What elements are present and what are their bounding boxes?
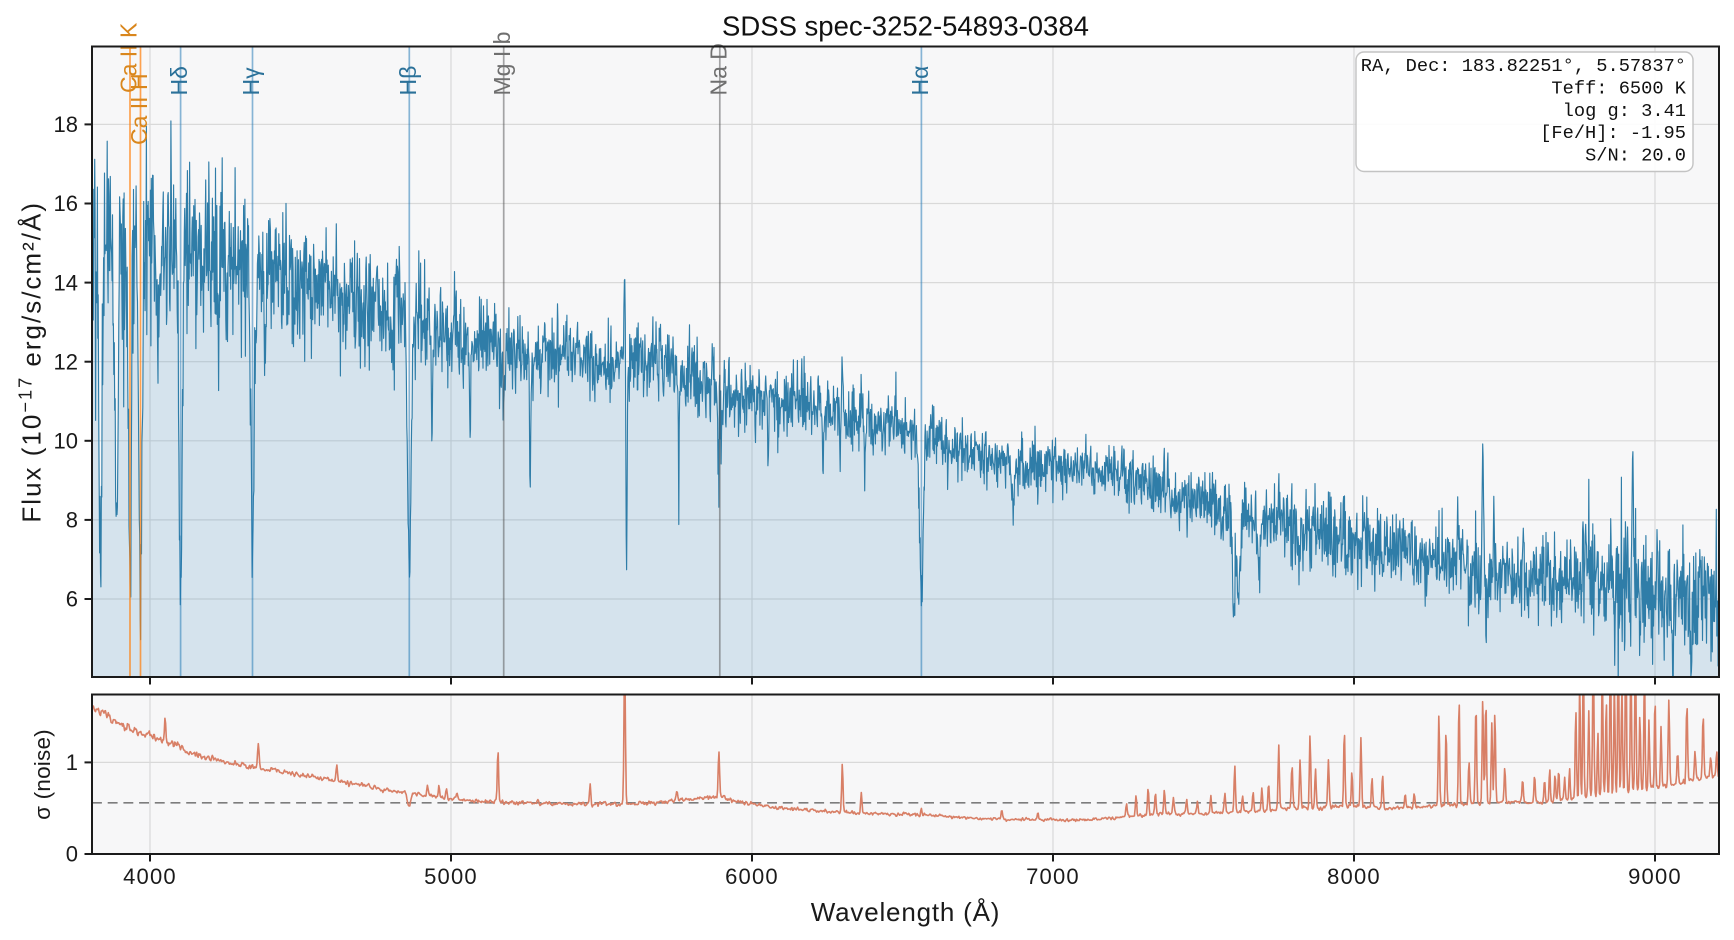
svg-text:1: 1 (66, 750, 78, 775)
svg-text:8000: 8000 (1327, 864, 1381, 889)
svg-text:Hδ: Hδ (166, 66, 192, 95)
svg-text:Na D: Na D (705, 43, 731, 95)
svg-text:RA, Dec: 183.82251°, 5.57837°: RA, Dec: 183.82251°, 5.57837° (1361, 55, 1686, 77)
svg-text:Ca II K: Ca II K (116, 22, 142, 93)
svg-text:Hα: Hα (907, 66, 933, 96)
svg-text:Mg I b: Mg I b (489, 32, 515, 96)
svg-text:14: 14 (54, 270, 78, 295)
svg-text:Ca II H: Ca II H (126, 73, 152, 145)
svg-text:12: 12 (54, 349, 78, 374)
svg-text:S/N: 20.0: S/N: 20.0 (1585, 145, 1686, 167)
svg-text:9000: 9000 (1628, 864, 1682, 889)
svg-text:Wavelength (Å): Wavelength (Å) (811, 897, 1000, 927)
svg-text:0: 0 (66, 842, 78, 867)
svg-text:7000: 7000 (1026, 864, 1080, 889)
svg-text:Hβ: Hβ (395, 66, 421, 96)
svg-text:Flux (10−17 erg/s/cm²/Å): Flux (10−17 erg/s/cm²/Å) (16, 201, 47, 523)
svg-text:6000: 6000 (725, 864, 779, 889)
svg-text:6: 6 (66, 587, 78, 612)
svg-text:4000: 4000 (123, 864, 177, 889)
svg-text:SDSS spec-3252-54893-0384: SDSS spec-3252-54893-0384 (722, 11, 1089, 42)
svg-text:5000: 5000 (424, 864, 478, 889)
svg-text:[Fe/H]: -1.95: [Fe/H]: -1.95 (1540, 122, 1686, 144)
svg-text:Teff: 6500 K: Teff: 6500 K (1551, 77, 1686, 99)
svg-text:8: 8 (66, 508, 78, 533)
svg-text:16: 16 (54, 191, 78, 216)
svg-text:18: 18 (54, 112, 78, 137)
svg-text:σ (noise): σ (noise) (30, 729, 55, 820)
svg-text:log g: 3.41: log g: 3.41 (1563, 100, 1686, 122)
svg-text:10: 10 (54, 429, 78, 454)
svg-text:Hγ: Hγ (238, 67, 264, 96)
